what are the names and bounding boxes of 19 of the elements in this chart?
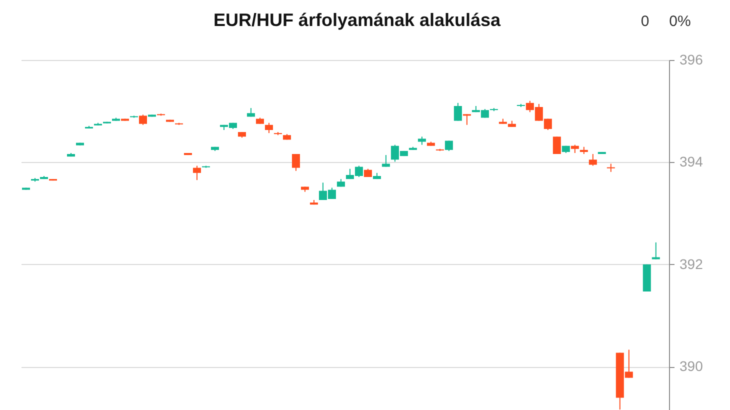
candlestick [462, 114, 471, 126]
candlestick [382, 154, 390, 168]
candlestick [138, 114, 147, 126]
y-tick-label: 396 [680, 52, 704, 68]
candlestick [454, 102, 462, 122]
y-tick-label: 394 [680, 154, 704, 170]
y-tick-label: 390 [680, 358, 704, 374]
candlestick [606, 163, 615, 172]
candlestick [552, 136, 561, 155]
chart-title: EUR/HUF árfolyamának alakulása [213, 10, 502, 30]
text: 0 [640, 13, 650, 30]
candlestick [588, 154, 597, 166]
candlestick [652, 242, 660, 260]
y-tick-label: 392 [680, 256, 704, 272]
candlestick [264, 122, 273, 134]
candlestick [444, 140, 453, 152]
candlestick [292, 154, 300, 172]
text: 0% [669, 13, 691, 30]
candlestick [192, 165, 201, 181]
